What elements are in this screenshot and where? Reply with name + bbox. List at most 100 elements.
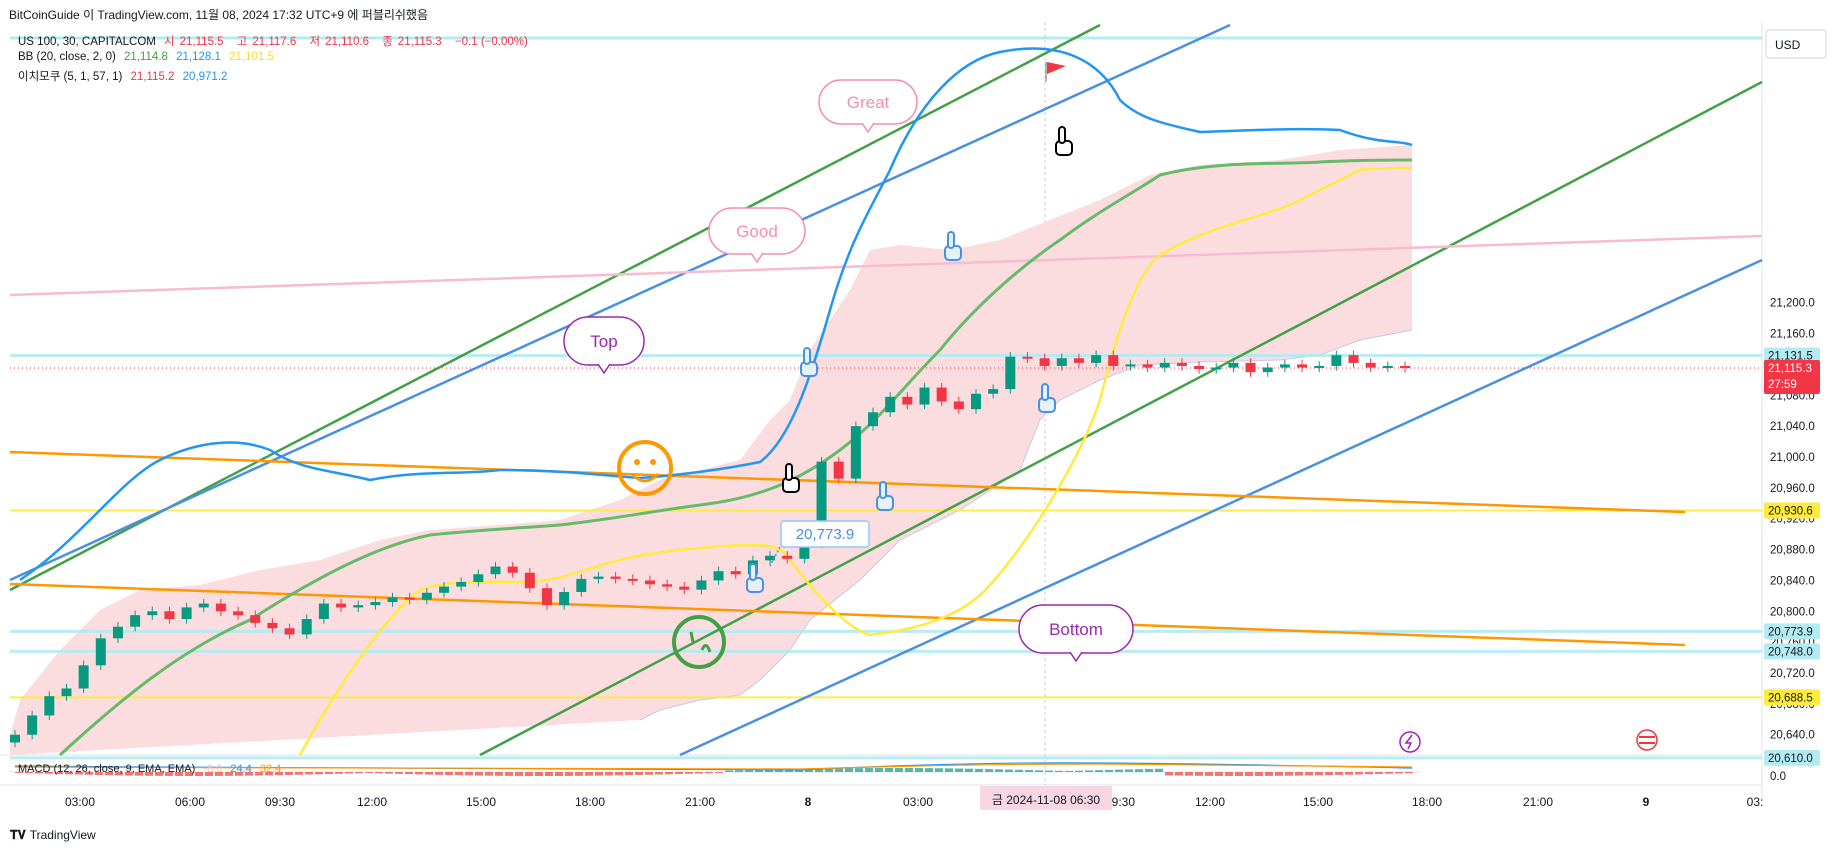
candle-body[interactable] — [1211, 367, 1222, 370]
candle-body[interactable] — [44, 696, 55, 716]
candle-body[interactable] — [147, 611, 158, 616]
price-tag[interactable] — [1764, 347, 1820, 364]
candle-body[interactable] — [765, 555, 776, 561]
candle-body[interactable] — [164, 611, 175, 620]
candle-body[interactable] — [1245, 362, 1256, 373]
candle-body[interactable] — [868, 412, 879, 427]
candle-body[interactable] — [988, 389, 999, 394]
candle-body[interactable] — [233, 611, 244, 616]
candle-body[interactable] — [696, 580, 707, 590]
flag-icon[interactable] — [1047, 62, 1066, 74]
candle-body[interactable] — [284, 628, 295, 635]
candle-body[interactable] — [1108, 355, 1119, 366]
candle-body[interactable] — [1142, 364, 1153, 368]
candle-body[interactable] — [78, 665, 89, 689]
price-callout-box[interactable] — [780, 520, 870, 548]
price-tag[interactable] — [1764, 360, 1820, 395]
author-name[interactable]: BitCoinGuide — [9, 8, 80, 22]
candle-body[interactable] — [456, 581, 467, 587]
candle-body[interactable] — [610, 576, 621, 579]
candle-body[interactable] — [713, 571, 724, 581]
candle-body[interactable] — [919, 387, 930, 405]
candle-body[interactable] — [370, 602, 381, 606]
candle-body[interactable] — [970, 393, 981, 410]
candle-body[interactable] — [1005, 356, 1016, 390]
price-tag[interactable] — [1764, 502, 1820, 519]
candle-body[interactable] — [61, 688, 72, 697]
candle-body[interactable] — [593, 576, 604, 579]
candle-body[interactable] — [1228, 362, 1239, 368]
candle-body[interactable] — [439, 586, 450, 593]
candle-body[interactable] — [353, 605, 364, 608]
candle-body[interactable] — [267, 622, 278, 629]
candle-body[interactable] — [421, 592, 432, 600]
candle-body[interactable] — [679, 586, 690, 590]
candle-body[interactable] — [1382, 365, 1393, 368]
candle-body[interactable] — [1056, 358, 1067, 366]
candle-body[interactable] — [1176, 362, 1187, 366]
bottom-annotation-label[interactable]: Bottom — [1049, 620, 1103, 639]
candle-body[interactable] — [1279, 364, 1290, 368]
currency-badge[interactable] — [1765, 29, 1827, 59]
candle-body[interactable] — [1297, 364, 1308, 368]
lightning-event-icon[interactable] — [1399, 731, 1421, 753]
candle-body[interactable] — [782, 555, 793, 559]
candle-body[interactable] — [1262, 367, 1273, 373]
candle-body[interactable] — [507, 566, 518, 573]
candle-body[interactable] — [902, 396, 913, 405]
candle-body[interactable] — [576, 578, 587, 593]
price-tag[interactable] — [1764, 643, 1820, 660]
candle-body[interactable] — [1039, 358, 1050, 366]
candle-body[interactable] — [301, 619, 312, 635]
candle-body[interactable] — [541, 588, 552, 606]
candle-body[interactable] — [387, 597, 398, 603]
candle-body[interactable] — [936, 387, 947, 402]
great-annotation-label[interactable]: Great — [847, 93, 890, 112]
candle-body[interactable] — [404, 597, 415, 600]
tradingview-footer[interactable]: 𝐓𝐕 TradingView — [10, 828, 96, 843]
candle-body[interactable] — [250, 615, 261, 623]
candle-body[interactable] — [112, 626, 123, 639]
candle-body[interactable] — [473, 574, 484, 582]
candle-body[interactable] — [1314, 365, 1325, 368]
candle-body[interactable] — [1365, 362, 1376, 368]
candle-body[interactable] — [1073, 358, 1084, 363]
candle-body[interactable] — [181, 607, 192, 620]
candle-body[interactable] — [1348, 355, 1359, 363]
candle-body[interactable] — [1400, 365, 1410, 369]
price-tag[interactable] — [1764, 623, 1820, 640]
candle-body[interactable] — [559, 592, 570, 606]
candle-body[interactable] — [833, 461, 844, 479]
candle-body[interactable] — [1159, 362, 1170, 368]
us-flag-event-icon[interactable] — [1636, 729, 1658, 751]
candle-body[interactable] — [885, 396, 896, 413]
candle-body[interactable] — [10, 734, 20, 743]
candle-body[interactable] — [1022, 356, 1033, 359]
price-callout-label[interactable]: 20,773.9 — [796, 526, 854, 543]
candle-body[interactable] — [644, 580, 655, 585]
symbol-name[interactable]: US 100, 30, CAPITALCOM — [18, 36, 156, 48]
top-annotation-label[interactable]: Top — [590, 332, 617, 351]
candle-body[interactable] — [95, 638, 106, 666]
candle-body[interactable] — [524, 572, 535, 589]
macd-legend[interactable]: MACD (12, 26, close, 9, EMA, EMA) -8.0 2… — [18, 763, 282, 775]
candle-body[interactable] — [27, 715, 38, 735]
candle-body[interactable] — [490, 566, 501, 575]
price-tag[interactable] — [1764, 689, 1820, 706]
candle-body[interactable] — [198, 603, 209, 608]
bb-legend[interactable]: BB (20, close, 2, 0) 21,114.8 21,128.1 2… — [18, 51, 274, 63]
candle-body[interactable] — [799, 543, 810, 559]
candle-body[interactable] — [336, 603, 347, 608]
candle-body[interactable] — [730, 571, 741, 575]
candle-body[interactable] — [1091, 355, 1102, 363]
candle-body[interactable] — [627, 578, 638, 581]
candle-body[interactable] — [130, 615, 141, 627]
ichimoku-legend[interactable]: 이치모쿠 (5, 1, 57, 1) 21,115.2 20,971.2 — [18, 71, 228, 83]
candle-body[interactable] — [1125, 364, 1136, 367]
candle-body[interactable] — [662, 584, 673, 587]
candle-body[interactable] — [318, 603, 329, 620]
candle-body[interactable] — [1331, 355, 1342, 366]
candle-body[interactable] — [1194, 365, 1205, 370]
price-tag[interactable] — [1764, 749, 1820, 766]
